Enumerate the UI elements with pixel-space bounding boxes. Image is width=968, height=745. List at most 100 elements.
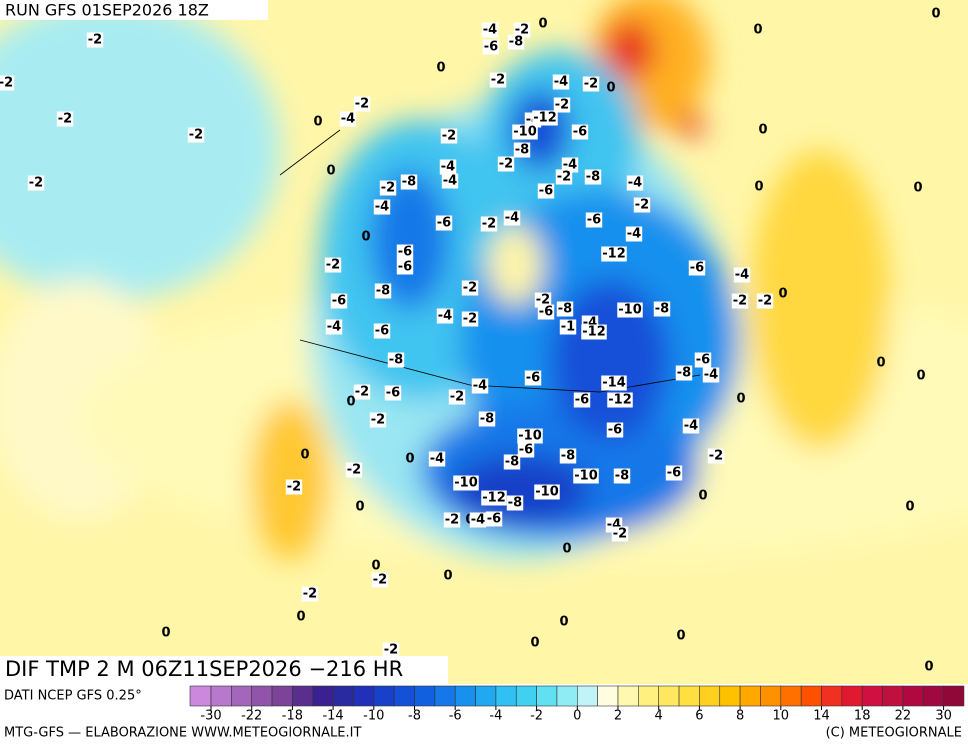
contour-label: 0 — [371, 559, 380, 574]
label-box — [503, 210, 521, 226]
color-swatch — [332, 685, 354, 707]
color-swatch — [189, 685, 212, 707]
contour-label: -8 — [677, 366, 691, 381]
contour-label: -6 — [696, 353, 710, 368]
label-box — [561, 157, 579, 173]
tick-label: 4 — [655, 709, 663, 724]
contour-label: -2 — [355, 385, 369, 400]
contour-label: 0 — [300, 448, 309, 463]
contour-label: -6 — [690, 261, 704, 276]
contour-label: -2 — [384, 643, 398, 658]
label-box — [480, 216, 498, 232]
color-swatch — [678, 685, 700, 707]
label-box — [585, 212, 603, 228]
color-swatch — [271, 685, 293, 707]
tick-label: -4 — [489, 709, 502, 724]
contour-label: -4 — [563, 158, 577, 173]
label-box — [478, 411, 496, 427]
contour-label: -2 — [555, 98, 569, 113]
color-swatch — [943, 685, 965, 707]
contour-label: 0 — [326, 164, 335, 179]
label-box — [517, 428, 543, 444]
color-swatch — [556, 685, 578, 707]
label-box — [387, 352, 405, 368]
contour-label: 0 — [346, 395, 355, 410]
contour-label: -4 — [704, 368, 718, 383]
contour-label: -2 — [0, 76, 13, 91]
contour-label: 0 — [296, 610, 305, 625]
contour-label: 0 — [754, 180, 763, 195]
tick-label: -6 — [449, 709, 462, 724]
label-box — [601, 246, 627, 262]
label-box — [481, 22, 499, 38]
color-swatch — [454, 685, 476, 707]
label-box — [756, 293, 774, 309]
credit: MTG-GFS — ELABORAZIONE WWW.METEOGIORNALE… — [4, 726, 361, 741]
contour-label: -2 — [709, 449, 723, 464]
label-box — [448, 389, 466, 405]
tick-label: -8 — [408, 709, 421, 724]
label-box — [301, 586, 319, 602]
label-box — [512, 124, 538, 140]
label-box — [559, 319, 577, 335]
contour-label: -10 — [513, 125, 537, 140]
label-box — [482, 39, 500, 55]
label-box — [489, 72, 507, 88]
label-box — [187, 127, 205, 143]
tick-label: 2 — [614, 709, 622, 724]
contour-label: -10 — [454, 476, 478, 491]
label-box — [436, 308, 454, 324]
contour-label: -12 — [582, 325, 606, 340]
label-box — [537, 183, 555, 199]
source: DATI NCEP GFS 0.25° — [4, 689, 142, 704]
contour-label: -4 — [443, 174, 457, 189]
contour-label: -2 — [347, 463, 361, 478]
tick-label: 8 — [736, 709, 744, 724]
contour-label: -2 — [445, 513, 459, 528]
label-box — [601, 375, 627, 391]
contour-label: -2 — [58, 112, 72, 127]
contour-label: -8 — [389, 353, 403, 368]
contour-label: -8 — [615, 469, 629, 484]
color-swatch — [393, 685, 415, 707]
contour-label: -6 — [437, 216, 451, 231]
label-box — [607, 392, 633, 408]
contour-label: -2 — [463, 281, 477, 296]
label-box — [453, 475, 479, 491]
contour-label: -2 — [373, 573, 387, 588]
contour-label: -8 — [402, 175, 416, 190]
contour-label: -8 — [480, 412, 494, 427]
label-box — [485, 511, 503, 527]
label-box — [325, 319, 343, 335]
label-box — [497, 156, 515, 172]
map-title: DIF TMP 2 M 06Z11SEP2026 −216 HR — [5, 657, 403, 681]
contour-label: -2 — [303, 587, 317, 602]
tick-label: 18 — [854, 709, 871, 724]
contour-label: -2 — [371, 413, 385, 428]
label-box — [461, 311, 479, 327]
contour-label: -8 — [655, 302, 669, 317]
tick-label: -18 — [282, 709, 303, 724]
color-swatch — [373, 685, 395, 707]
tick-label: -10 — [363, 709, 384, 724]
contour-label: -4 — [627, 227, 641, 242]
contour-label: -8 — [376, 284, 390, 299]
label-box — [339, 111, 357, 127]
contour-label: -10 — [518, 429, 542, 444]
contour-label: -6 — [539, 305, 553, 320]
contour-label: -8 — [505, 455, 519, 470]
label-box — [379, 180, 397, 196]
contour-label: 0 — [916, 369, 925, 384]
contour-label: -10 — [574, 469, 598, 484]
contour-label: -10 — [535, 485, 559, 500]
label-box — [374, 283, 392, 299]
contour-label: -2 — [189, 128, 203, 143]
contour-label: -6 — [398, 260, 412, 275]
label-box — [633, 197, 651, 213]
contour-label: 0 — [355, 500, 364, 515]
contour-label: -6 — [573, 125, 587, 140]
contour-label: -6 — [575, 393, 589, 408]
contour-label: 0 — [905, 500, 914, 515]
contour-label: -4 — [441, 160, 455, 175]
color-swatch — [353, 685, 375, 707]
